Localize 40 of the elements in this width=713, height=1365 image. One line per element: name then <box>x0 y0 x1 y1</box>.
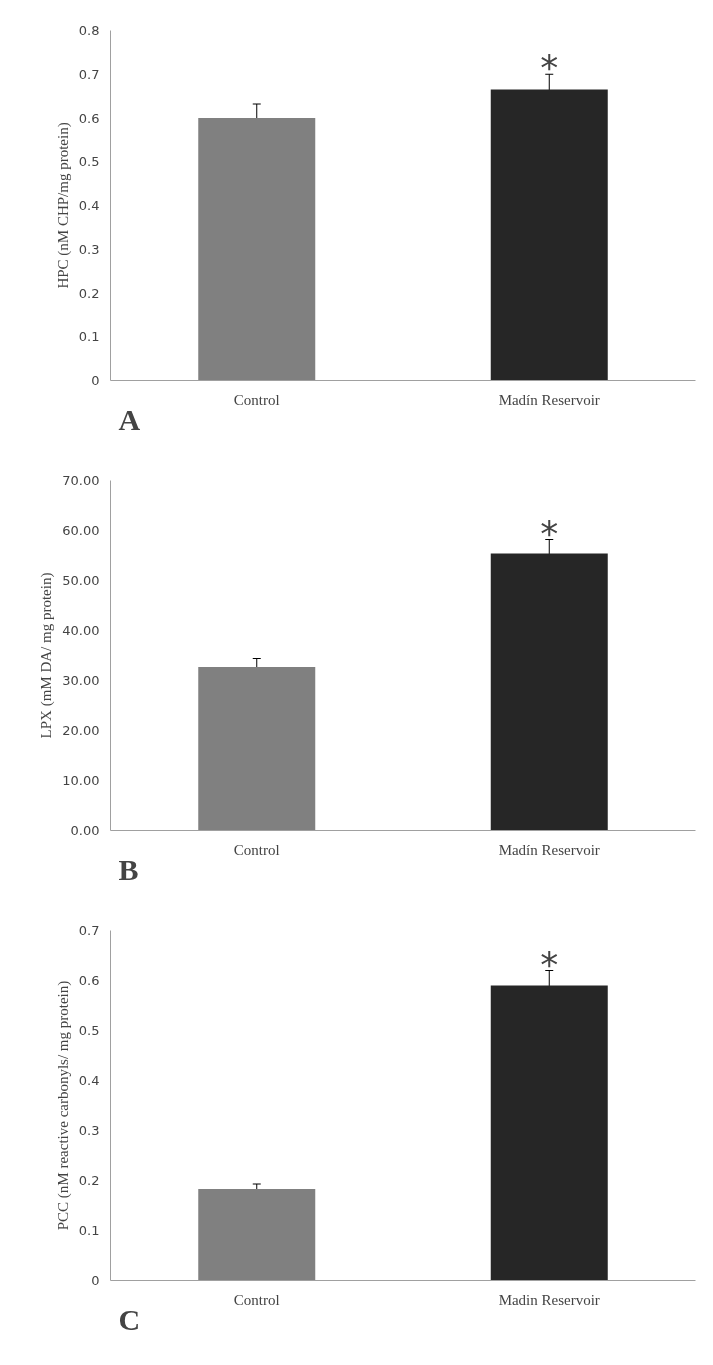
text: B <box>118 852 139 886</box>
y-tick-label: 0.00 <box>70 823 100 838</box>
y-tick-label: 0 <box>91 373 100 388</box>
y-tick-label: 0.3 <box>78 1123 100 1138</box>
y-tick-label: 0.7 <box>78 66 100 82</box>
y-tick-label: 40.00 <box>62 623 100 638</box>
x-tick-label: Control <box>233 841 280 858</box>
text: A <box>118 402 141 436</box>
y-tick-label: 0.5 <box>78 1023 100 1038</box>
y-tick-label: 0.2 <box>78 1173 100 1188</box>
annotation: * <box>540 512 559 554</box>
x-tick-label: Madín Reservoir <box>498 391 600 408</box>
x-tick-label: Madin Reservoir <box>498 1291 600 1308</box>
y-tick-label: 50.00 <box>62 573 100 588</box>
y-axis-title: PCC (nM reactive carbonyls/ mg protein) <box>54 980 72 1231</box>
y-tick-label: 30.00 <box>62 673 100 688</box>
y-tick-label: 0.4 <box>78 198 100 213</box>
y-tick-label: 0.2 <box>78 285 100 301</box>
y-tick-label: 60.00 <box>62 523 100 538</box>
y-tick-label: 20.00 <box>62 723 100 738</box>
y-tick-label: 0.5 <box>78 154 100 170</box>
y-tick-label: 0.3 <box>78 241 100 257</box>
x-tick-label: Madín Reservoir <box>498 841 600 858</box>
y-tick-label: 0.6 <box>78 973 100 988</box>
y-tick-label: 0.1 <box>78 329 100 345</box>
y-tick-label: 0 <box>91 1273 100 1288</box>
y-tick-label: 10.00 <box>62 773 100 788</box>
y-tick-label: 0.1 <box>78 1223 100 1238</box>
y-axis-title: LPX (mM DA/ mg protein) <box>38 572 56 739</box>
y-axis-title: HPC (nM CHP/mg protein) <box>54 122 72 289</box>
x-tick-label: Control <box>233 1291 280 1308</box>
x-tick-label: Control <box>233 391 280 408</box>
y-tick-label: 0.7 <box>78 923 100 938</box>
text: C <box>118 1302 141 1336</box>
y-tick-label: 0.4 <box>78 1073 100 1088</box>
annotation: * <box>540 943 559 985</box>
annotation: * <box>540 47 559 89</box>
y-tick-label: 70.00 <box>62 473 100 488</box>
y-tick-label: 0.8 <box>78 23 100 38</box>
y-tick-label: 0.6 <box>78 110 100 126</box>
